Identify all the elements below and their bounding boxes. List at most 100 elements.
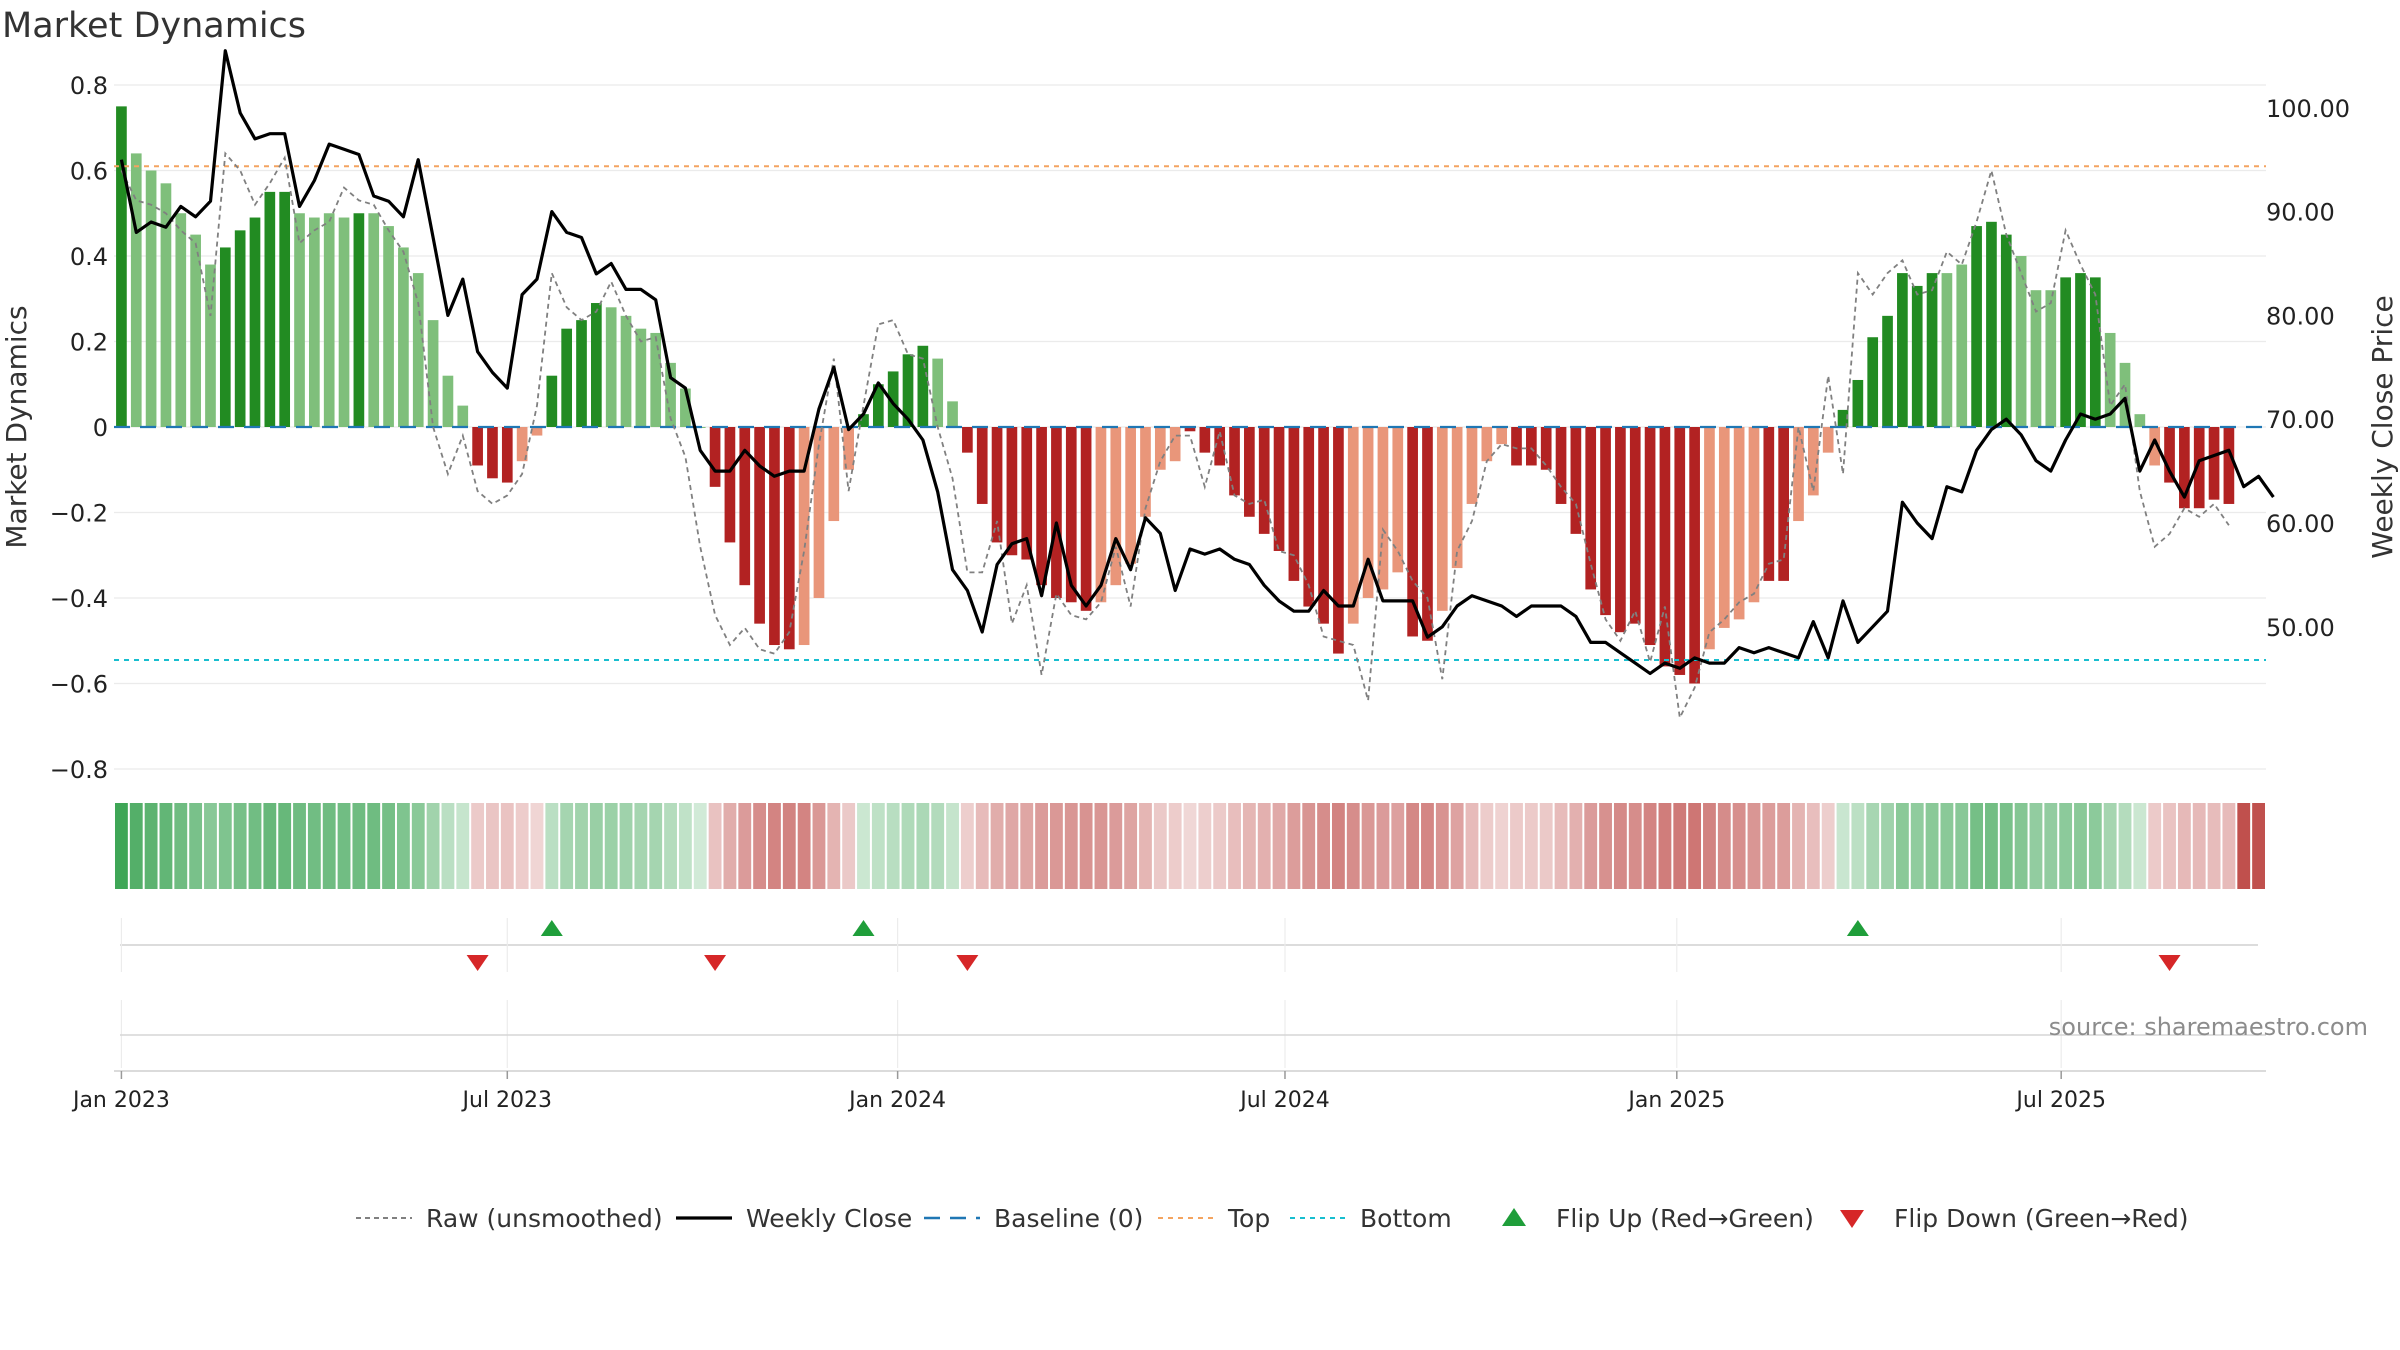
regime-cell [1539,803,1553,889]
regime-cell [1376,803,1390,889]
regime-cell [708,803,722,889]
regime-cell [1005,803,1019,889]
bar [294,213,305,427]
bar [724,427,736,543]
regime-cell [1703,803,1716,889]
legend-swatch [1502,1208,1526,1226]
legend-label: Flip Down (Green→Red) [1894,1204,2189,1233]
bar [1600,427,1611,616]
bar [1986,221,1997,427]
bar [991,427,1003,543]
legend-item-baseline: Baseline (0) [924,1204,1143,1233]
bar [2075,273,2086,427]
regime-cell [307,803,321,889]
regime-cell [1480,803,1494,889]
bar [309,217,320,427]
legend-item-top: Top [1158,1204,1270,1233]
bar [1377,427,1389,590]
bar [249,217,261,427]
bar [1036,427,1047,586]
regime-cell [1406,803,1420,889]
bar [1615,427,1626,633]
bar [412,273,424,427]
left-axis-label: Market Dynamics [0,305,33,548]
regime-cell [857,803,870,889]
chart-title: Market Dynamics [2,6,306,46]
regime-cell [1673,803,1687,889]
bar [1229,427,1240,496]
regime-cell [1302,803,1316,889]
left-tick-label: 0 [93,414,108,442]
regime-cell [1020,803,1034,889]
flip-up-marker [540,920,563,936]
bar [1674,427,1686,675]
bar [976,427,988,504]
regime-cell [2163,803,2176,889]
bar [1214,427,1226,466]
bottom-panel [114,1000,2266,1072]
bar [1659,427,1671,667]
regime-cell [441,803,455,889]
bar [1496,427,1508,445]
bar [323,213,335,427]
regime-cell [1064,803,1078,889]
regime-cell [1717,803,1731,889]
regime-cell [1317,803,1330,889]
weekly-close-line [119,49,2275,676]
regime-cell [649,803,663,889]
bar [1318,427,1329,624]
bar [1941,273,1953,427]
bar [1125,427,1136,564]
regime-cell [1569,803,1583,889]
regime-cell [768,803,781,889]
bar [1436,427,1448,611]
main-plot-area [114,49,2275,721]
legend-item-raw: Raw (unsmoothed) [356,1204,663,1233]
regime-cell [931,803,945,889]
regime-cell [2133,803,2147,889]
regime-cell [738,803,752,889]
regime-cell [1895,803,1909,889]
regime-cell [946,803,959,889]
bar [1837,409,1849,427]
bar [620,315,632,427]
bar [754,427,765,624]
regime-cell [2237,803,2251,889]
regime-cell [604,803,618,889]
left-tick-label: −0.6 [50,671,108,699]
regime-cell [1421,803,1434,889]
regime-cell [1198,803,1212,889]
bar [1897,273,1908,427]
regime-cell [278,803,292,889]
regime-cell [619,803,633,889]
regime-cell [1465,803,1479,889]
legend-label: Bottom [1360,1204,1452,1233]
regime-cell [1955,803,1969,889]
bar [1422,427,1433,641]
bar [219,247,231,427]
left-tick-label: 0.8 [70,72,108,100]
flip-up-marker [1846,920,1869,936]
bar [472,427,483,466]
regime-cell [1228,803,1241,889]
regime-cell [664,803,677,889]
regime-cell [367,803,381,889]
regime-cell [1999,803,2013,889]
bar [1407,427,1418,637]
regime-cell [1495,803,1509,889]
regime-cell [575,803,588,889]
regime-cell [1836,803,1850,889]
bar [1807,427,1819,496]
bar [2134,414,2146,427]
bar [398,247,409,427]
bar [130,153,142,427]
regime-cell [782,803,796,889]
bar [1793,427,1804,522]
bar [338,217,350,427]
bar [1169,427,1181,462]
x-tick-label: Jan 2023 [71,1088,170,1113]
right-tick-label: 100.00 [2266,95,2350,123]
bar [1362,427,1374,598]
bar [145,170,157,427]
regime-cell [486,803,499,889]
